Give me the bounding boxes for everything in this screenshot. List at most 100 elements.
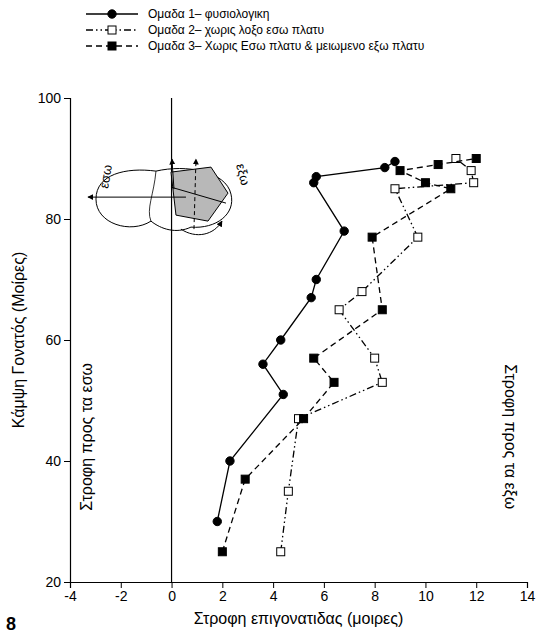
series-line [217,162,395,522]
data-point [259,360,267,368]
data-point [279,390,287,398]
x-tick: 10 [418,582,434,604]
annotation: Στροφη προς τα εξω [501,364,519,509]
x-tick-label: 10 [418,588,434,604]
y-tick-label: 40 [45,453,61,469]
x-tick: 12 [469,582,485,604]
y-tick-mark [64,219,70,220]
x-tick: 14 [520,582,536,604]
data-point [396,167,404,175]
y-tick-mark [64,98,70,99]
inset-arrow [172,159,174,189]
data-point [277,336,285,344]
x-tick: -4 [64,582,77,604]
data-point [371,354,379,362]
data-point [277,548,285,556]
data-point [391,157,399,165]
data-point [368,233,376,241]
y-tick-label: 60 [45,332,61,348]
data-point [312,275,320,283]
panel-label: 8 [6,614,16,634]
y-axis-line [64,99,71,583]
x-tick: 2 [219,582,227,604]
data-point [241,475,249,483]
legend-marker [108,26,116,34]
inset-label: εξω [233,162,253,187]
legend-label: Ομαδα 3– Χωρις Εσω πλατυ & μειωμενο εξω … [148,39,424,53]
y-tick: 80 [45,211,70,227]
x-tick: 0 [168,582,176,604]
series-line [281,159,474,552]
y-tick-mark [64,582,70,583]
x-tick-label: 4 [270,588,278,604]
inset-condyle-line [149,171,156,221]
x-tick-label: 2 [219,588,227,604]
legend-entry: Ομαδα 3– Χωρις Εσω πλατυ & μειωμενο εξω … [86,39,424,53]
data-point [340,227,348,235]
annotation: Στροφη προς τα εσω [78,363,95,511]
series-line [222,159,476,552]
data-point [414,233,422,241]
x-tick: 8 [371,582,379,604]
data-point [218,548,226,556]
chart: -4 -2 0 2 4 6 8 10 12 14 20 40 60 80 100 Στροφη προς τα… [0,0,541,638]
x-tick-label: -2 [115,588,128,604]
inset-diagram: εσω εξω [88,159,253,235]
x-tick-label: 12 [469,588,485,604]
data-point [447,185,455,193]
y-tick: 20 [45,574,70,590]
data-point [330,378,338,386]
x-tick-label: 14 [520,588,536,604]
data-point [310,354,318,362]
x-tick-label: 0 [168,588,176,604]
legend-marker [108,42,116,50]
y-tick-mark [64,340,70,341]
y-tick-label: 20 [45,574,61,590]
data-point [226,457,234,465]
data-point [307,293,315,301]
data-point [284,487,292,495]
data-point [472,155,480,163]
marks [213,155,480,556]
y-tick-mark [64,461,70,462]
y-axis-title: Κάμψη Γονατός (Μοίρες) [10,252,27,428]
data-point [378,378,386,386]
data-point [378,306,386,314]
x-axis: -4 -2 0 2 4 6 8 10 12 14 [64,582,535,604]
x-tick-label: -4 [64,588,77,604]
data-point [391,185,399,193]
legend-marker [108,10,116,18]
reference-line [171,98,172,582]
data-point [470,179,478,187]
data-point [213,517,221,525]
inset-arrow [88,197,186,198]
data-point [467,167,475,175]
data-point [335,306,343,314]
x-tick: -2 [115,582,128,604]
y-tick: 40 [45,453,70,469]
inset-axis [171,187,226,203]
data-point [381,163,389,171]
y-tick-label: 100 [38,90,62,106]
x-tick: 4 [270,582,278,604]
x-tick-label: 8 [371,588,379,604]
legend-label: Ομαδα 1– φυσιολογικη [148,7,270,21]
inset-patella [171,167,228,221]
x-tick-label: 6 [320,588,328,604]
legend-entry: Ομαδα 1– φυσιολογικη [86,7,270,21]
data-point [421,179,429,187]
legend-entry: Ομαδα 2– χωρις λοξο εσω πλατυ [86,23,324,37]
inset-label: εσω [96,163,115,189]
inset-arrow [181,221,222,235]
y-tick: 60 [45,332,70,348]
x-tick: 6 [320,582,328,604]
y-tick: 100 [38,90,70,106]
data-point [358,288,366,296]
legend: Ομαδα 1– φυσιολογικη Ομαδα 2– χωρις λοξο … [86,7,424,53]
x-axis-line [71,583,528,589]
legend-label: Ομαδα 2– χωρις λοξο εσω πλατυ [148,23,324,37]
plot: -4 -2 0 2 4 6 8 10 12 14 20 40 60 80 100 Στροφη προς τα… [38,90,536,604]
data-point [312,172,320,180]
y-tick-label: 80 [45,211,61,227]
x-axis-title: Στροφη επιγονατιδας (μοιρες) [194,610,404,627]
